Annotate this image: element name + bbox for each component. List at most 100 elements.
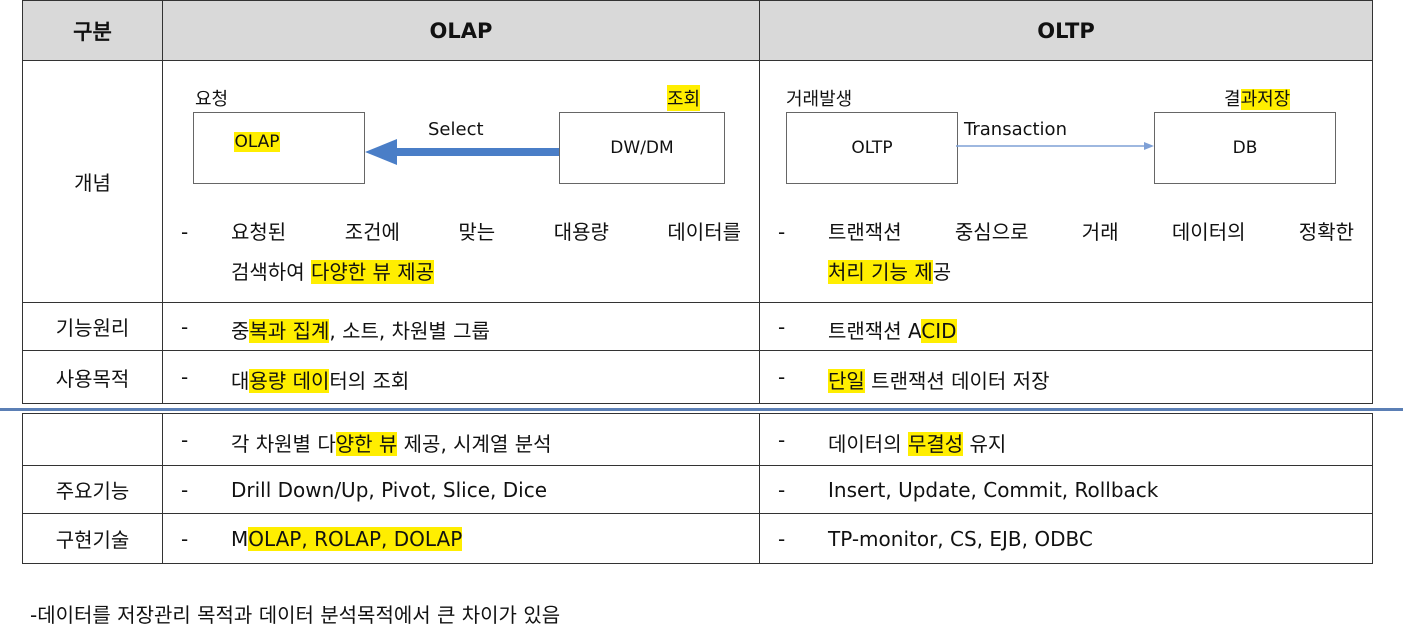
extra-row: - 각 차원별 다양한 뷰 제공, 시계열 분석 - 데이터의 무결성 유지 — [22, 413, 1373, 466]
comparison-table-top: 구분 OLAP OLTP 개념 요청 조회 OLAP DW/DM Select — [22, 0, 1373, 404]
concept-row: 개념 요청 조회 OLAP DW/DM Select - 요청된 조건에 맞는 — [22, 60, 1373, 303]
tech-label: 구현기술 — [22, 513, 163, 564]
olap-query-label: 조회 — [667, 85, 701, 111]
oltp-function-hl: CID — [921, 319, 957, 343]
select-arrow — [365, 139, 559, 165]
transaction-label: Transaction — [964, 119, 1067, 140]
oltp-features-text: Insert, Update, Commit, Rollback — [828, 478, 1159, 502]
dash-marker: - — [778, 220, 786, 244]
footer-note: -데이터를 저장관리 목적과 데이터 분석목적에서 큰 차이가 있음 — [30, 603, 561, 627]
oltp-store-label-hl: 과저장 — [1240, 89, 1291, 110]
oltp-extra-cell: - 데이터의 무결성 유지 — [759, 413, 1373, 466]
comparison-table-bottom: - 각 차원별 다양한 뷰 제공, 시계열 분석 - 데이터의 무결성 유지 주… — [22, 413, 1373, 564]
dash-marker: - — [181, 478, 189, 502]
olap-function-text: 중복과 집계, 소트, 차원별 그룹 — [231, 315, 490, 344]
dash-marker: - — [778, 365, 786, 389]
oltp-extra-text: 데이터의 무결성 유지 — [828, 428, 1006, 457]
oltp-function-pre: 트랜잭션 A — [828, 319, 922, 343]
olap-function-pre: 중 — [231, 319, 250, 343]
header-row: 구분 OLAP OLTP — [22, 0, 1373, 61]
dash-marker: - — [181, 527, 189, 551]
olap-function-post: , 소트, 차원별 그룹 — [329, 319, 490, 343]
olap-request-label: 요청 — [195, 89, 229, 110]
oltp-concept-desc: - 트랜잭션 중심으로 거래 데이터의 정확한 처리 기능 제공 — [778, 212, 1354, 292]
dash-marker: - — [181, 220, 189, 244]
purpose-label: 사용목적 — [22, 350, 163, 404]
olap-desc-line2: 검색하여 다양한 뷰 제공 — [231, 252, 741, 292]
olap-tech-text: MOLAP, ROLAP, DOLAP — [231, 527, 463, 551]
header-category: 구분 — [22, 0, 163, 61]
purpose-row: 사용목적 - 대용량 데이터의 조회 - 단일 트랜잭션 데이터 저장 — [22, 350, 1373, 404]
oltp-extra-hl: 무결성 — [907, 432, 964, 456]
header-oltp: OLTP — [759, 0, 1373, 61]
oltp-store-label: 결과저장 — [1224, 85, 1291, 111]
olap-extra-pre: 각 차원별 다 — [231, 432, 336, 456]
dash-marker: - — [181, 315, 189, 339]
olap-purpose-pre: 대 — [231, 369, 250, 393]
dash-marker: - — [778, 527, 786, 551]
oltp-box-label: OLTP — [851, 138, 893, 158]
olap-desc-line2-hl: 다양한 뷰 제공 — [310, 260, 435, 284]
oltp-extra-post: 유지 — [963, 432, 1007, 456]
olap-desc-line1: 요청된 조건에 맞는 대용량 데이터를 — [231, 220, 741, 244]
oltp-function-text: 트랜잭션 ACID — [828, 315, 957, 344]
dash-marker: - — [778, 478, 786, 502]
dash-marker: - — [181, 428, 189, 452]
olap-tech-hl: OLAP, ROLAP, DOLAP — [248, 527, 463, 551]
select-label: Select — [428, 119, 484, 140]
oltp-features-cell: - Insert, Update, Commit, Rollback — [759, 465, 1373, 514]
oltp-desc-line2-hl: 처리 기능 제 — [828, 260, 933, 284]
oltp-tech-text: TP-monitor, CS, EJB, ODBC — [828, 527, 1093, 551]
oltp-purpose-post: 트랜잭션 데이터 저장 — [864, 369, 1050, 393]
olap-concept-cell: 요청 조회 OLAP DW/DM Select - 요청된 조건에 맞는 대용량… — [162, 60, 760, 303]
oltp-function-cell: - 트랜잭션 ACID — [759, 302, 1373, 351]
concept-label: 개념 — [22, 60, 163, 303]
oltp-tech-cell: - TP-monitor, CS, EJB, ODBC — [759, 513, 1373, 564]
db-box: DB — [1154, 112, 1336, 184]
oltp-desc-line1: 트랜잭션 중심으로 거래 데이터의 정확한 — [828, 220, 1354, 244]
olap-tech-cell: - MOLAP, ROLAP, DOLAP — [162, 513, 760, 564]
olap-function-hl: 복과 집계 — [249, 319, 330, 343]
oltp-purpose-text: 단일 트랜잭션 데이터 저장 — [828, 365, 1050, 394]
dwdm-box: DW/DM — [559, 112, 725, 184]
oltp-extra-pre: 데이터의 — [828, 432, 908, 456]
header-olap: OLAP — [162, 0, 760, 61]
olap-purpose-text: 대용량 데이터의 조회 — [231, 365, 409, 394]
olap-desc-line2-pre: 검색하여 — [231, 260, 311, 284]
function-label: 기능원리 — [22, 302, 163, 351]
dash-marker: - — [181, 365, 189, 389]
db-box-label: DB — [1232, 138, 1258, 158]
olap-box-label: OLAP — [234, 132, 280, 152]
oltp-box: OLTP — [786, 112, 958, 184]
olap-purpose-cell: - 대용량 데이터의 조회 — [162, 350, 760, 404]
olap-concept-desc: - 요청된 조건에 맞는 대용량 데이터를 검색하여 다양한 뷰 제공 — [181, 212, 741, 292]
olap-extra-cell: - 각 차원별 다양한 뷰 제공, 시계열 분석 — [162, 413, 760, 466]
dash-marker: - — [778, 315, 786, 339]
oltp-store-label-pre: 결 — [1224, 89, 1241, 110]
olap-features-text: Drill Down/Up, Pivot, Slice, Dice — [231, 478, 547, 502]
olap-purpose-post: 터의 조회 — [329, 369, 410, 393]
transaction-arrow — [956, 142, 1154, 150]
features-label: 주요기능 — [22, 465, 163, 514]
olap-extra-post: 제공, 시계열 분석 — [397, 432, 552, 456]
oltp-request-label: 거래발생 — [786, 89, 853, 110]
olap-function-cell: - 중복과 집계, 소트, 차원별 그룹 — [162, 302, 760, 351]
oltp-concept-cell: 거래발생 결과저장 OLTP DB Transaction - 트랜잭션 중심으… — [759, 60, 1373, 303]
olap-purpose-hl: 용량 데이 — [249, 369, 330, 393]
oltp-purpose-cell: - 단일 트랜잭션 데이터 저장 — [759, 350, 1373, 404]
oltp-purpose-hl: 단일 — [828, 369, 865, 393]
features-row: 주요기능 - Drill Down/Up, Pivot, Slice, Dice… — [22, 465, 1373, 514]
oltp-desc-line2: 처리 기능 제공 — [828, 252, 1354, 292]
dash-marker: - — [778, 428, 786, 452]
tech-row: 구현기술 - MOLAP, ROLAP, DOLAP - TP-monitor,… — [22, 513, 1373, 564]
olap-features-cell: - Drill Down/Up, Pivot, Slice, Dice — [162, 465, 760, 514]
function-row: 기능원리 - 중복과 집계, 소트, 차원별 그룹 - 트랜잭션 ACID — [22, 302, 1373, 351]
section-divider — [0, 408, 1403, 411]
dwdm-box-label: DW/DM — [610, 138, 674, 158]
oltp-desc-line2-post: 공 — [932, 260, 952, 284]
olap-extra-text: 각 차원별 다양한 뷰 제공, 시계열 분석 — [231, 428, 552, 457]
olap-extra-hl: 양한 뷰 — [335, 432, 398, 456]
olap-tech-pre: M — [231, 527, 249, 551]
olap-box: OLAP — [193, 112, 365, 184]
extra-label — [22, 413, 163, 466]
